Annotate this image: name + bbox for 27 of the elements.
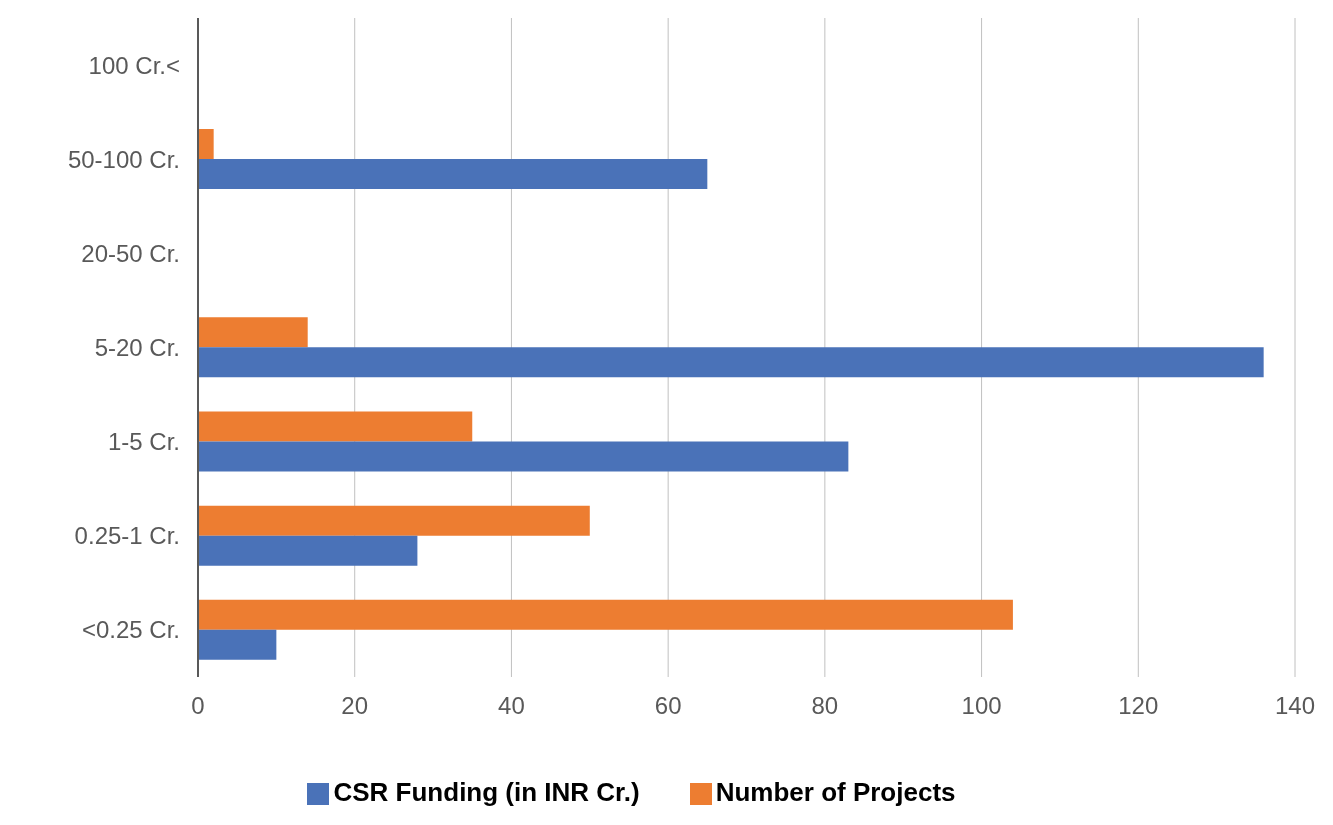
x-tick-label: 60: [654, 692, 682, 720]
x-tick-label: 20: [341, 692, 369, 720]
y-tick-label: 0.25-1 Cr.: [74, 522, 180, 550]
bar: [198, 317, 308, 348]
bar: [198, 411, 473, 442]
y-tick-label: 20-50 Cr.: [81, 239, 180, 267]
y-tick-label: 5-20 Cr.: [94, 334, 180, 362]
y-tick-label: 50-100 Cr.: [67, 145, 180, 173]
bar: [198, 347, 1264, 378]
x-tick-label: 40: [498, 692, 525, 720]
y-tick-label: 1-5 Cr.: [107, 428, 180, 456]
y-tick-label: <0.25 Cr.: [81, 616, 180, 644]
bar: [198, 599, 1013, 630]
x-tick-label: 0: [191, 692, 205, 720]
legend-label: CSR Funding (in INR Cr.): [333, 777, 640, 807]
bar: [198, 629, 277, 660]
x-tick-label: 80: [811, 692, 839, 720]
x-tick-label: 140: [1274, 692, 1316, 720]
y-tick-label: 100 Cr.<: [88, 51, 180, 79]
bar: [198, 129, 214, 160]
bar: [198, 159, 708, 190]
x-tick-label: 120: [1118, 692, 1159, 720]
legend-label: Number of Projects: [715, 777, 956, 807]
bar: [198, 535, 418, 566]
x-tick-label: 100: [961, 692, 1002, 720]
bar: [198, 441, 849, 472]
bar: [198, 505, 590, 536]
